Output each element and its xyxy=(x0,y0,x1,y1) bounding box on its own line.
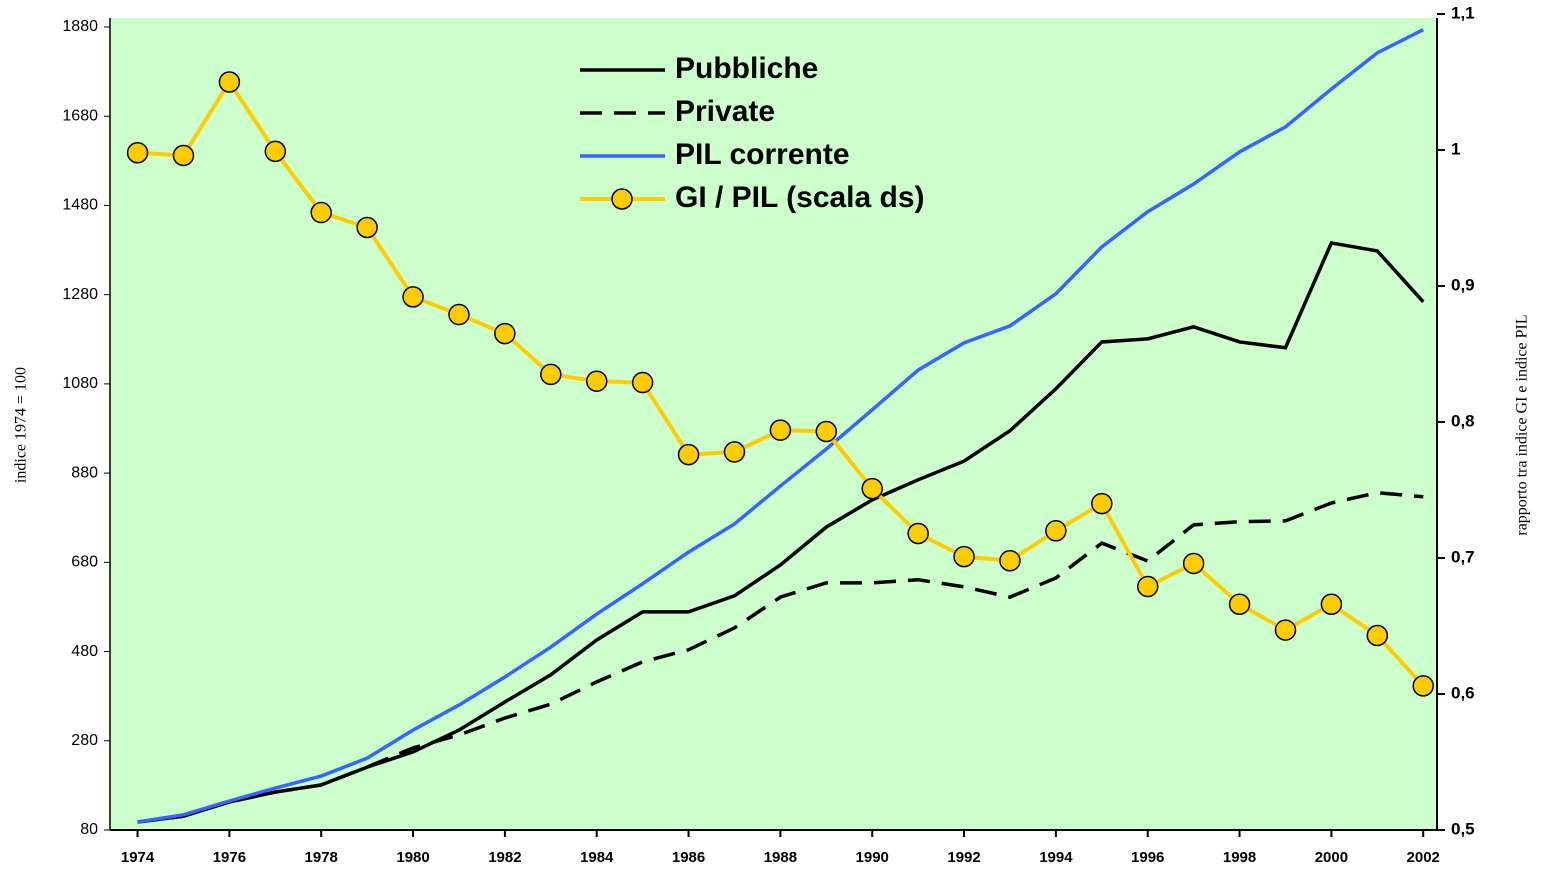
series-line xyxy=(137,28,1425,824)
x-tick-label: 1984 xyxy=(580,849,614,866)
x-tick-label: 1992 xyxy=(947,849,980,866)
series-marker xyxy=(953,545,975,568)
y2-tick-label: 0,5 xyxy=(1451,819,1475,838)
y-axis-label: indice 1974 = 100 xyxy=(13,367,30,483)
x-tick-label: 1998 xyxy=(1223,849,1256,866)
x-tick-label: 1994 xyxy=(1039,849,1073,866)
x-tick-label: 1976 xyxy=(213,849,246,866)
y-tick-label: 1280 xyxy=(62,286,98,303)
series-marker xyxy=(448,303,470,326)
series-marker xyxy=(126,141,149,164)
x-tick-label: 1996 xyxy=(1131,849,1164,866)
series-marker xyxy=(631,371,654,394)
legend-label: Pubbliche xyxy=(675,52,818,85)
y-tick-label: 1080 xyxy=(62,375,98,392)
series-marker xyxy=(1136,575,1159,598)
series-marker xyxy=(861,477,883,500)
x-tick-label: 1982 xyxy=(488,849,521,866)
legend-label: GI / PIL (scala ds) xyxy=(675,181,925,214)
x-tick-label: 1986 xyxy=(672,849,705,866)
series-marker xyxy=(907,522,929,545)
series-marker xyxy=(585,370,608,392)
x-tick-label: 1990 xyxy=(856,849,889,866)
y2-tick-label: 0,9 xyxy=(1451,275,1475,294)
y-tick-label: 280 xyxy=(71,732,98,749)
series-marker xyxy=(1320,593,1343,615)
legend-label: Private xyxy=(675,95,775,128)
y-tick-label: 680 xyxy=(71,554,98,571)
series-marker xyxy=(677,443,700,466)
y-tick-label: 480 xyxy=(71,643,98,660)
y-tick-label: 1880 xyxy=(62,18,98,35)
y-tick-label: 1480 xyxy=(62,197,98,214)
series-marker xyxy=(494,322,516,345)
series-marker xyxy=(815,420,838,443)
x-tick-label: 2002 xyxy=(1407,849,1440,866)
y-tick-label: 1680 xyxy=(62,107,98,124)
y2-tick-label: 0,8 xyxy=(1451,411,1475,430)
series-marker xyxy=(1366,624,1389,647)
y2-tick-label: 0,7 xyxy=(1451,547,1475,566)
x-tick-label: 1974 xyxy=(121,849,155,866)
series-marker xyxy=(1412,675,1434,697)
series-marker xyxy=(1228,593,1251,615)
series-marker xyxy=(723,441,746,463)
y2-axis-label: rapporto tra indice GI e indice PIL xyxy=(1514,314,1531,535)
y-tick-label: 880 xyxy=(71,464,98,481)
series-marker xyxy=(310,201,332,224)
x-tick-label: 1988 xyxy=(764,849,797,866)
x-tick-label: 1978 xyxy=(305,849,338,866)
series-marker xyxy=(264,140,287,163)
y2-tick-label: 1 xyxy=(1451,139,1460,158)
series-marker xyxy=(1091,492,1113,515)
series-marker xyxy=(1274,619,1297,641)
x-tick-label: 2000 xyxy=(1315,849,1348,866)
series-marker xyxy=(402,286,424,308)
legend-marker xyxy=(611,188,633,210)
series-marker xyxy=(999,549,1021,572)
series-marker xyxy=(1045,520,1067,542)
y-tick-label: 80 xyxy=(80,821,98,838)
legend-label: PIL corrente xyxy=(675,138,850,171)
y2-tick-label: 0,6 xyxy=(1451,683,1475,702)
series-marker xyxy=(218,71,241,93)
series-line xyxy=(137,490,1424,824)
series-marker xyxy=(356,216,378,239)
series-marker xyxy=(540,363,562,386)
x-tick-label: 1980 xyxy=(396,849,429,866)
series-marker xyxy=(769,419,792,441)
series-marker xyxy=(1182,552,1205,575)
y2-tick-label: 1,1 xyxy=(1451,3,1475,22)
series-marker xyxy=(172,144,195,167)
